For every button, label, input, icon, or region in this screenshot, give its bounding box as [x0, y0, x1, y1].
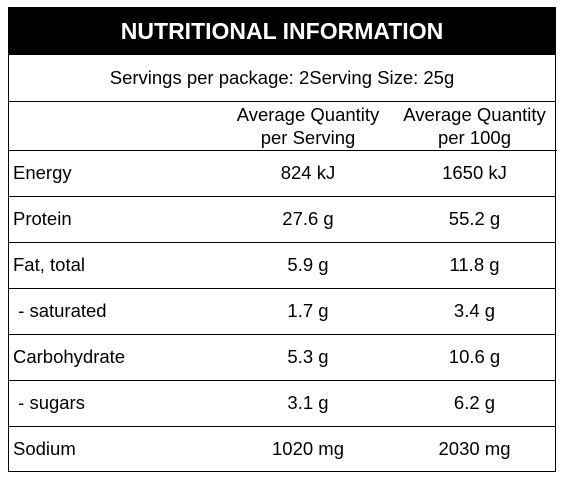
per-serving-header-line2: per Serving — [260, 126, 356, 148]
table-row: - saturated 1.7 g 3.4 g — [9, 288, 555, 335]
per-serving-value: 824 kJ — [280, 162, 336, 183]
nutrient-column-header — [9, 101, 224, 151]
per-100g-value: 3.4 g — [453, 300, 496, 321]
per-100g-value: 10.6 g — [448, 346, 501, 367]
per-100g-value: 11.8 g — [449, 254, 500, 275]
per-serving-value: 3.1 g — [287, 392, 329, 413]
per-100g-header: Average Quantity per 100g — [392, 101, 557, 151]
nutrient-name: - sugars — [13, 392, 85, 413]
per-100g-value: 6.2 g — [453, 392, 496, 413]
per-serving-header-line1: Average Quantity — [236, 103, 380, 125]
per-100g-header-line2: per 100g — [437, 126, 512, 148]
table-row: Energy 824 kJ 1650 kJ — [9, 150, 555, 197]
nutrient-name: - saturated — [13, 300, 107, 321]
per-100g-header-line1: Average Quantity — [403, 103, 546, 125]
nutrient-name: Carbohydrate — [13, 346, 126, 367]
table-row: - sugars 3.1 g 6.2 g — [9, 380, 555, 427]
per-serving-value: 5.3 g — [287, 346, 329, 367]
table-row: Protein 27.6 g 55.2 g — [9, 196, 555, 243]
table-row: Carbohydrate 5.3 g 10.6 g — [9, 334, 555, 381]
nutrient-name: Sodium — [13, 438, 76, 459]
per-serving-value: 1.7 g — [287, 300, 329, 321]
nutrient-name: Fat, total — [13, 254, 85, 275]
servings-per-package: Servings per package: 2 — [109, 67, 310, 88]
per-serving-value: 5.9 g — [287, 254, 329, 275]
per-serving-value: 1020 mg — [272, 438, 344, 459]
nutrition-panel: NUTRITIONAL INFORMATION Servings per pac… — [8, 7, 557, 472]
per-serving-value: 27.6 g — [282, 208, 334, 229]
per-100g-value: 2030 mg — [438, 438, 511, 459]
nutrient-name: Energy — [13, 162, 72, 183]
nutrient-name: Protein — [13, 208, 72, 229]
per-100g-value: 1650 kJ — [442, 162, 507, 183]
panel-title: NUTRITIONAL INFORMATION — [9, 8, 555, 55]
per-serving-header: Average Quantity per Serving — [224, 101, 392, 151]
per-100g-value: 55.2 g — [448, 208, 501, 229]
servings-line: Servings per package: 2 Serving Size: 25… — [9, 55, 555, 102]
table-row: Sodium 1020 mg 2030 mg — [9, 426, 555, 472]
table-row: Fat, total 5.9 g 11.8 g — [9, 242, 555, 289]
serving-size: Serving Size: 25g — [309, 67, 455, 88]
